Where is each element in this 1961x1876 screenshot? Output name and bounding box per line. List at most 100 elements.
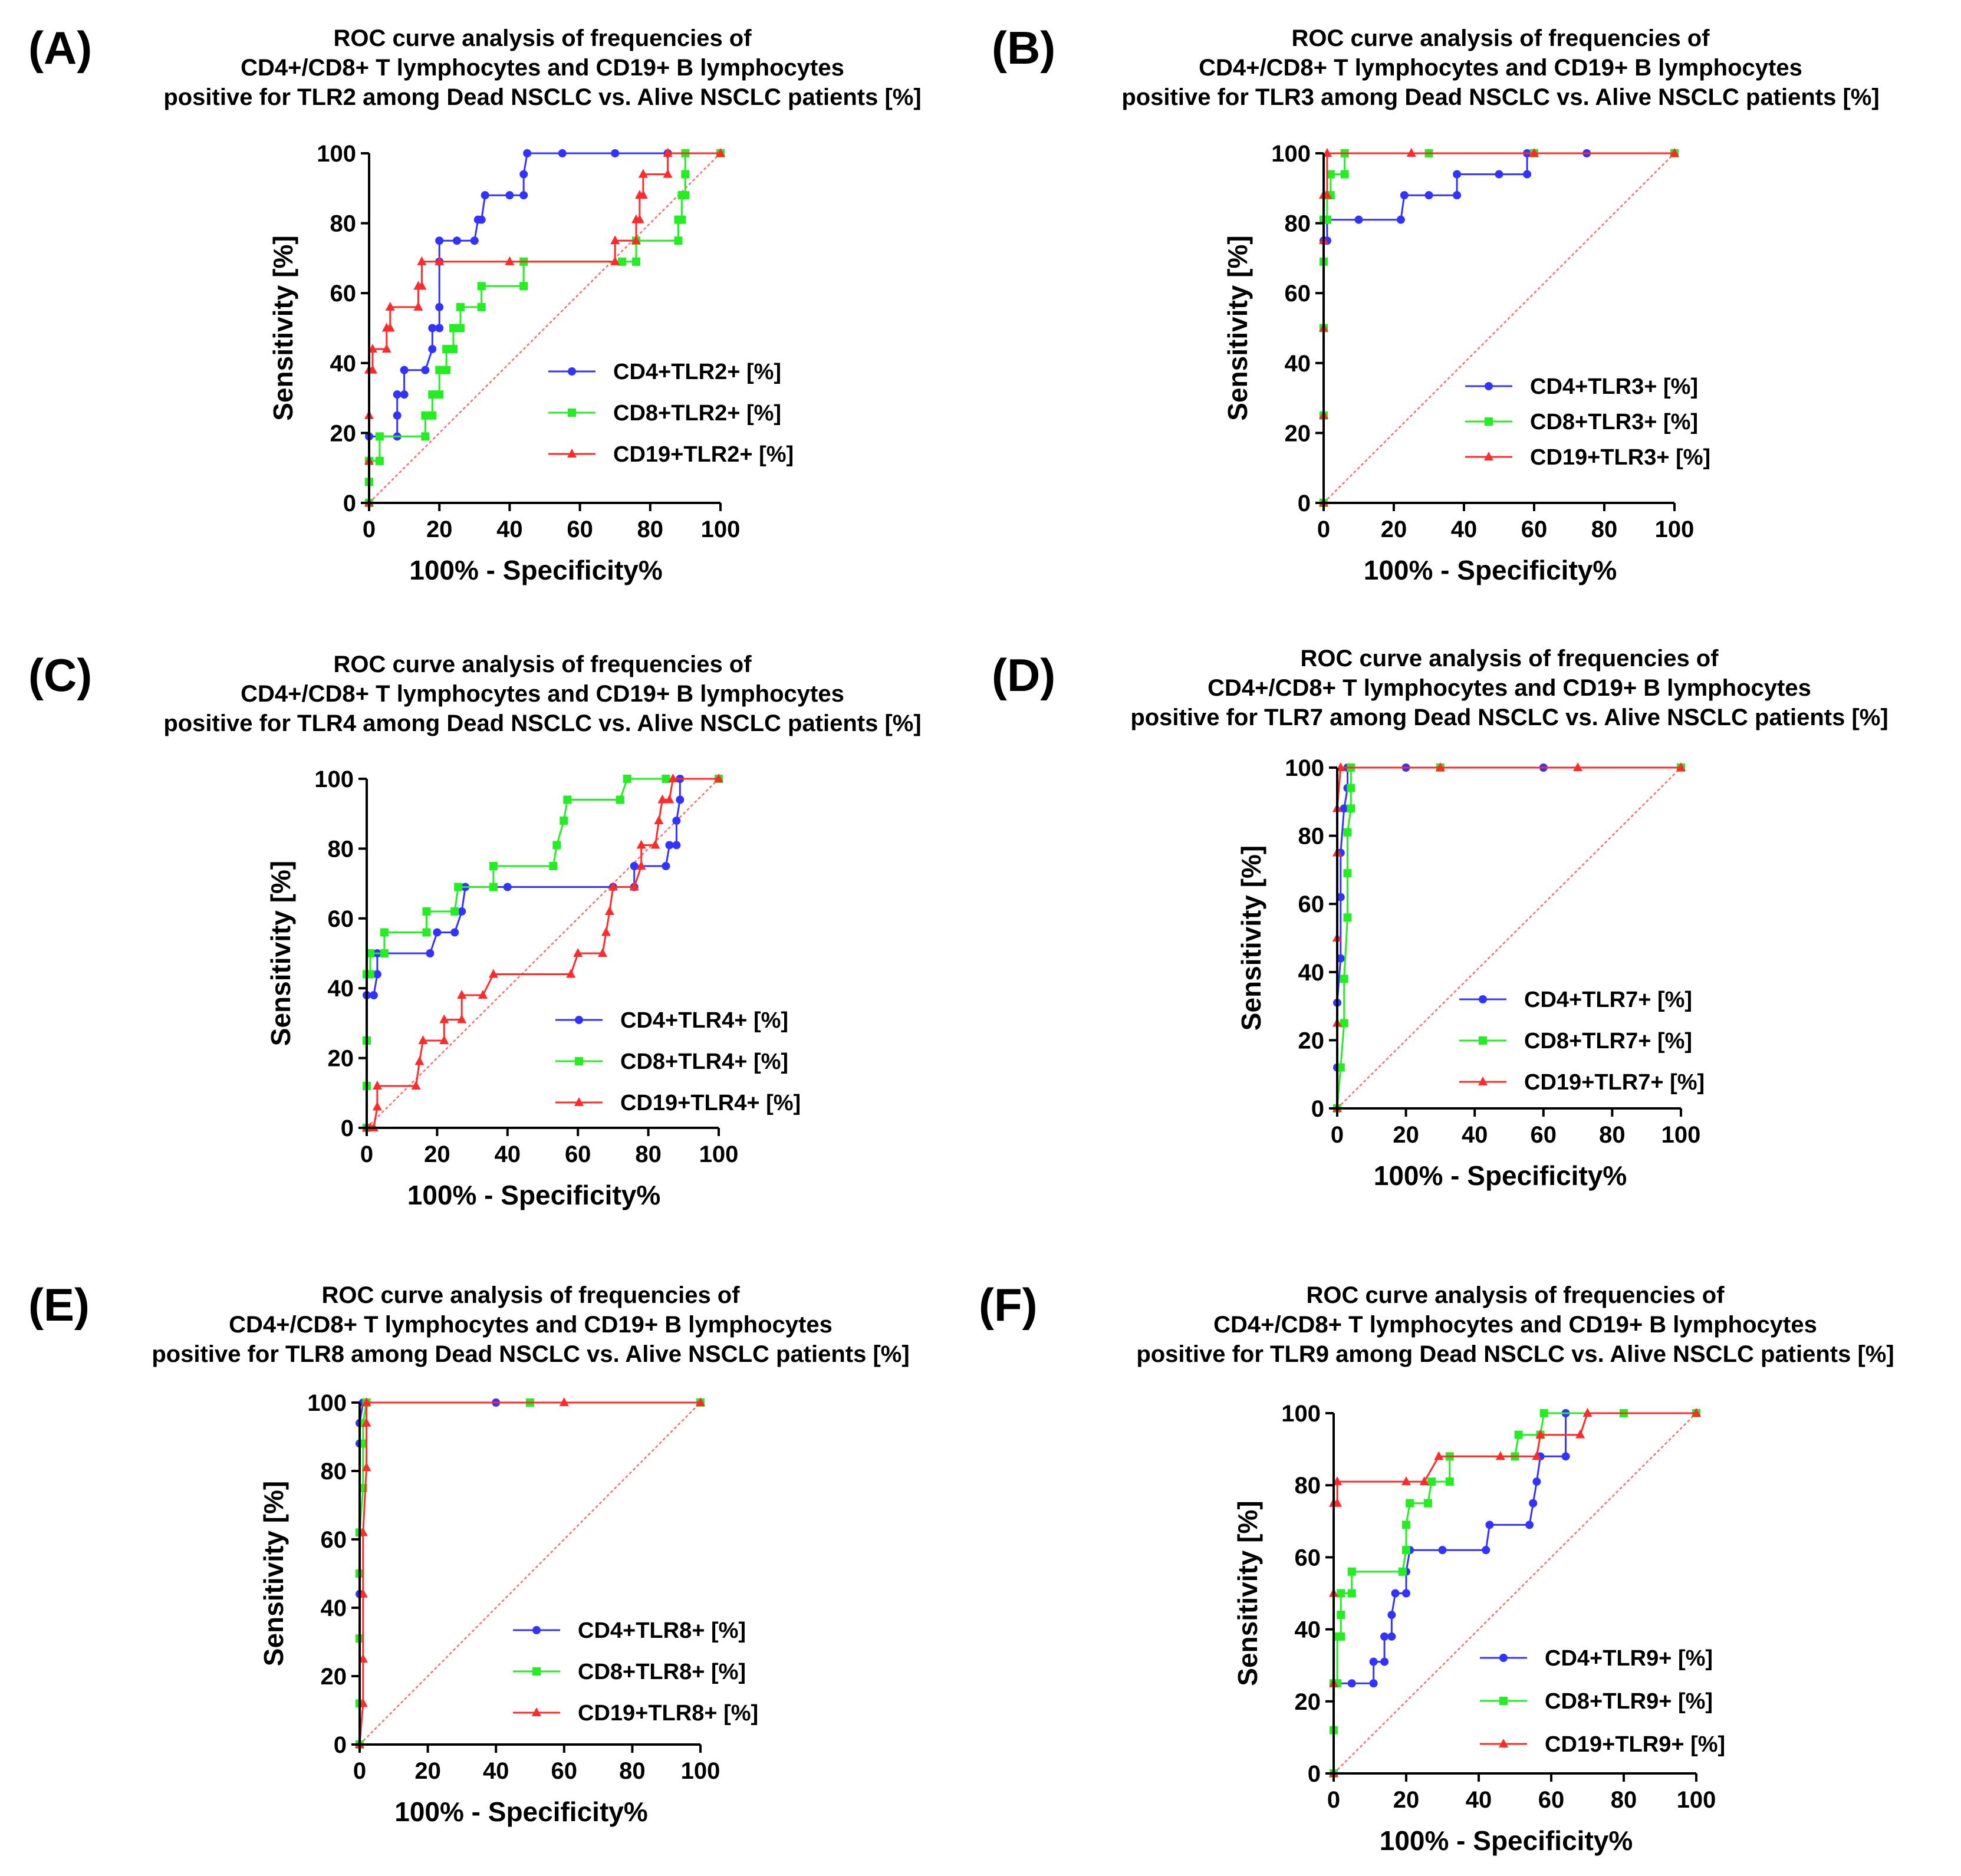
data-point bbox=[1340, 1019, 1348, 1028]
data-point bbox=[1326, 170, 1335, 179]
y-tick-label: 60 bbox=[1285, 281, 1311, 307]
x-tick-label: 60 bbox=[1521, 516, 1548, 542]
data-point bbox=[668, 774, 678, 782]
data-point bbox=[385, 301, 395, 311]
data-point bbox=[636, 861, 646, 870]
legend-swatch-marker bbox=[1499, 1654, 1508, 1662]
legend: CD4+TLR2+ [%] CD8+TLR2+ [%] CD19+TLR2+ [%] bbox=[548, 360, 794, 467]
legend-swatch-marker bbox=[574, 1097, 584, 1106]
data-point bbox=[558, 149, 567, 157]
data-point bbox=[523, 149, 532, 157]
y-tick-label: 60 bbox=[328, 906, 354, 932]
data-point bbox=[453, 236, 461, 245]
legend-swatch-marker bbox=[532, 1707, 541, 1716]
data-point bbox=[1561, 1452, 1570, 1461]
data-point bbox=[477, 282, 486, 291]
data-point bbox=[1336, 954, 1345, 963]
data-point bbox=[1343, 869, 1352, 878]
x-tick-label: 20 bbox=[426, 516, 453, 542]
y-tick-label: 60 bbox=[321, 1527, 347, 1553]
data-point bbox=[672, 841, 681, 850]
legend-label: CD19+TLR9+ [%] bbox=[1545, 1732, 1725, 1757]
data-point bbox=[610, 256, 620, 265]
data-point bbox=[1400, 191, 1409, 200]
data-point bbox=[1438, 1546, 1447, 1555]
legend-label: CD4+TLR3+ [%] bbox=[1530, 374, 1698, 399]
legend-swatch-marker bbox=[1485, 417, 1493, 426]
y-axis-label: Sensitivity [%] bbox=[258, 1481, 289, 1666]
data-point bbox=[454, 883, 463, 891]
reference-diagonal-line bbox=[359, 1402, 701, 1745]
legend: CD4+TLR7+ [%] CD8+TLR7+ [%] CD19+TLR7+ [%] bbox=[1459, 988, 1705, 1095]
data-point bbox=[414, 1056, 425, 1065]
legend-label: CD19+TLR4+ [%] bbox=[620, 1091, 801, 1115]
legend: CD4+TLR9+ [%] CD8+TLR9+ [%] CD19+TLR9+ [%] bbox=[1480, 1646, 1725, 1757]
data-point bbox=[450, 907, 459, 916]
data-point bbox=[426, 949, 435, 957]
data-point bbox=[373, 970, 381, 979]
legend: CD4+TLR8+ [%] CD8+TLR8+ [%] CD19+TLR8+ [%] bbox=[513, 1618, 758, 1726]
data-point bbox=[1525, 1520, 1534, 1529]
y-tick-label: 0 bbox=[334, 1732, 347, 1758]
data-point bbox=[1340, 170, 1349, 179]
chart-title-line: positive for TLR3 among Dead NSCLC vs. A… bbox=[1121, 84, 1879, 110]
x-tick-label: 100 bbox=[1677, 1787, 1716, 1813]
chart-title-line: CD4+/CD8+ T lymphocytes and CD19+ B lymp… bbox=[241, 55, 844, 81]
data-point bbox=[366, 949, 374, 957]
panel-letter: (D) bbox=[992, 649, 1055, 701]
x-tick-label: 80 bbox=[619, 1758, 646, 1784]
data-point bbox=[663, 148, 673, 157]
legend-swatch-marker bbox=[1479, 995, 1487, 1003]
chart-title-line: positive for TLR8 among Dead NSCLC vs. A… bbox=[152, 1341, 909, 1367]
data-point bbox=[375, 432, 384, 441]
data-point bbox=[477, 215, 486, 224]
chart-title-line: CD4+/CD8+ T lymphocytes and CD19+ B lymp… bbox=[1199, 55, 1802, 81]
roc-chart-c: (C) ROC curve analysis of frequencies of C… bbox=[28, 649, 922, 1210]
legend-swatch-marker bbox=[568, 409, 576, 417]
x-axis-label: 100% - Specificity% bbox=[409, 555, 663, 585]
data-point bbox=[1347, 784, 1355, 792]
data-point bbox=[457, 1014, 467, 1023]
x-tick-label: 0 bbox=[363, 516, 376, 542]
roc-chart-b: (B) ROC curve analysis of frequencies of C… bbox=[992, 22, 1880, 585]
y-tick-label: 80 bbox=[1285, 211, 1311, 237]
data-point bbox=[361, 1397, 371, 1406]
data-point bbox=[400, 390, 409, 399]
data-point bbox=[1539, 1409, 1548, 1417]
y-tick-label: 40 bbox=[1298, 960, 1325, 986]
panel-letter: (E) bbox=[28, 1279, 90, 1331]
data-point bbox=[380, 928, 389, 937]
series-cd19 bbox=[362, 774, 723, 1131]
x-tick-label: 80 bbox=[1591, 516, 1618, 542]
y-tick-label: 100 bbox=[1281, 1401, 1321, 1427]
y-tick-label: 40 bbox=[330, 351, 357, 377]
data-point bbox=[435, 256, 445, 265]
data-point bbox=[1445, 1477, 1454, 1486]
data-point bbox=[422, 928, 431, 937]
data-point bbox=[1380, 1657, 1389, 1666]
data-point bbox=[560, 817, 568, 825]
y-tick-label: 0 bbox=[1311, 1096, 1324, 1122]
x-tick-label: 60 bbox=[551, 1758, 578, 1784]
data-point bbox=[435, 390, 444, 399]
data-point bbox=[664, 794, 674, 804]
data-point bbox=[1495, 1451, 1505, 1460]
data-point bbox=[1336, 893, 1345, 901]
data-point bbox=[1529, 1499, 1538, 1508]
legend-swatch-marker bbox=[575, 1057, 583, 1065]
x-axis-label: 100% - Specificity% bbox=[1380, 1825, 1633, 1856]
data-point bbox=[638, 190, 648, 199]
legend-label: CD4+TLR2+ [%] bbox=[613, 360, 781, 384]
legend-label: CD19+TLR8+ [%] bbox=[578, 1701, 758, 1726]
x-tick-label: 20 bbox=[1393, 1787, 1420, 1813]
data-point bbox=[519, 170, 528, 179]
x-tick-label: 40 bbox=[495, 1141, 521, 1167]
y-axis-label: Sensitivity [%] bbox=[265, 861, 296, 1046]
data-point bbox=[449, 324, 458, 333]
x-tick-label: 80 bbox=[1599, 1122, 1626, 1148]
data-point bbox=[1347, 1589, 1356, 1598]
x-axis-label: 100% - Specificity% bbox=[1374, 1160, 1627, 1191]
data-point bbox=[505, 256, 515, 265]
data-point bbox=[393, 411, 402, 420]
x-tick-label: 100 bbox=[701, 516, 741, 542]
